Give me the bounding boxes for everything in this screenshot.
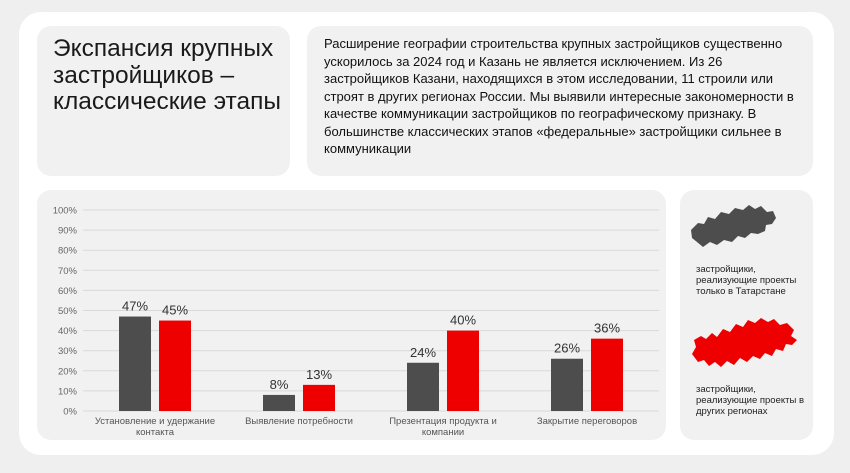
data-label: 24% [410,345,436,360]
x-tick-label: Закрытие переговоров [537,416,637,427]
legend-label-federal: застройщики, реализующие проекты в други… [696,384,804,417]
chart-card: 0% 10% 20% 30% 40% 50% 60% 70% 80% 90% 100% 47% 45% У… [37,190,666,440]
data-label: 45% [162,303,188,318]
y-tick-label: 50% [58,306,78,317]
bar [551,358,583,411]
tatarstan-map-icon [691,205,776,247]
bar [303,384,335,411]
page-title: Экспансия крупных застройщиков – классич… [53,35,281,115]
data-label: 8% [270,377,289,392]
bar [119,316,151,411]
y-tick-label: 40% [58,326,78,337]
bar-chart: 0% 10% 20% 30% 40% 50% 60% 70% 80% 90% 100% 47% 45% У… [53,206,659,438]
y-tick-label: 80% [58,246,78,257]
russia-map-icon [692,318,797,367]
y-tick-label: 100% [53,206,78,217]
data-label: 36% [594,321,620,336]
title-card: Экспансия крупных застройщиков – классич… [37,26,290,176]
y-tick-label: 90% [58,226,78,237]
legend-card: застройщики, реализующие проекты только … [680,190,813,440]
data-label: 13% [306,367,332,382]
description-card: Расширение географии строительства крупн… [307,26,813,176]
bar [591,338,623,411]
y-tick-label: 10% [58,386,78,397]
y-tick-label: 0% [63,407,77,418]
legend-label-local: застройщики, реализующие проекты только … [696,264,797,297]
x-tick-label: Презентация продукта и компании [389,416,497,438]
bar [447,330,479,411]
y-tick-label: 30% [58,346,78,357]
x-tick-label: Установление и удержание контакта [95,416,215,438]
data-label: 47% [122,299,148,314]
bar [263,394,295,411]
data-label: 26% [554,341,580,356]
y-tick-label: 70% [58,266,78,277]
y-tick-label: 60% [58,286,78,297]
bar [159,320,191,411]
bar [407,362,439,411]
y-tick-label: 20% [58,366,78,377]
description-text: Расширение географии строительства крупн… [324,36,794,156]
data-label: 40% [450,313,476,328]
x-tick-label: Выявление потребности [245,416,353,427]
